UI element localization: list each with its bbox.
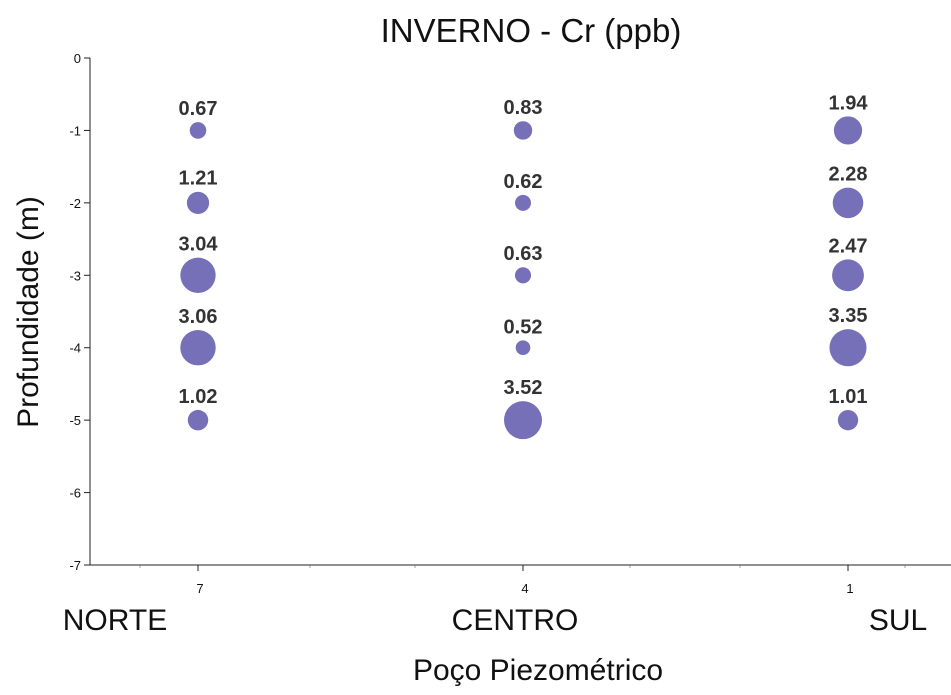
data-value-label: 1.94 <box>829 92 869 114</box>
data-value-label: 1.21 <box>179 168 218 190</box>
bubble-point <box>189 122 207 139</box>
bubble-point <box>180 257 216 293</box>
bubble-point <box>187 409 209 431</box>
x-ticks: 7 4 1 <box>139 565 906 596</box>
bubble-point <box>833 116 863 145</box>
bubble-point <box>515 340 531 356</box>
category-labels: NORTE CENTRO SUL <box>63 604 927 637</box>
bubble-point <box>837 409 859 431</box>
y-tick-label: -2 <box>69 196 81 211</box>
y-tick-label: -1 <box>69 123 81 138</box>
category-label: SUL <box>869 604 927 637</box>
data-value-label: 0.52 <box>504 316 543 338</box>
bubble-point <box>504 401 542 440</box>
data-value-label: 0.62 <box>504 171 543 193</box>
data-value-label: 0.63 <box>504 243 543 265</box>
bubble-point <box>513 121 533 140</box>
y-ticks: 0 -1 -2 -3 -4 -5 -6 -7 <box>69 51 90 573</box>
data-value-label: 3.35 <box>829 305 868 327</box>
x-tick-label: 7 <box>196 581 203 596</box>
data-value-label: 1.01 <box>829 386 868 408</box>
x-tick-label: 4 <box>521 581 528 596</box>
y-tick-label: -5 <box>69 413 81 428</box>
bubble-point <box>180 329 216 366</box>
data-value-label: 3.52 <box>504 377 543 399</box>
category-label: NORTE <box>63 604 167 637</box>
data-value-label: 0.83 <box>504 97 543 119</box>
bubble-point <box>832 259 864 292</box>
bubble-point <box>186 191 210 214</box>
y-tick-label: 0 <box>74 51 81 66</box>
bubble-point <box>515 194 531 211</box>
bubble-point <box>514 267 532 284</box>
x-axis-label: Poço Piezométrico <box>413 654 663 687</box>
bubble-point <box>832 187 864 219</box>
data-value-label: 0.67 <box>179 98 218 120</box>
data-value-label: 2.47 <box>829 235 868 257</box>
y-tick-label: -7 <box>69 558 81 573</box>
data-value-label: 3.04 <box>179 234 219 256</box>
bubble-point <box>829 329 867 367</box>
data-labels: 0.67 1.21 3.04 3.06 1.02 0.83 0.62 0.63 0.52 3.52… <box>179 92 869 408</box>
data-points <box>180 116 867 440</box>
data-value-label: 3.06 <box>179 306 218 328</box>
chart-title: INVERNO - Cr (ppb) <box>381 12 682 49</box>
y-tick-label: -4 <box>69 341 81 356</box>
y-tick-label: -3 <box>69 268 81 283</box>
x-tick-label: 1 <box>846 581 853 596</box>
y-tick-label: -6 <box>69 486 81 501</box>
category-label: CENTRO <box>452 604 579 637</box>
data-value-label: 2.28 <box>829 164 868 186</box>
data-value-label: 1.02 <box>179 386 218 408</box>
y-axis-label: Profundidade (m) <box>12 196 45 428</box>
